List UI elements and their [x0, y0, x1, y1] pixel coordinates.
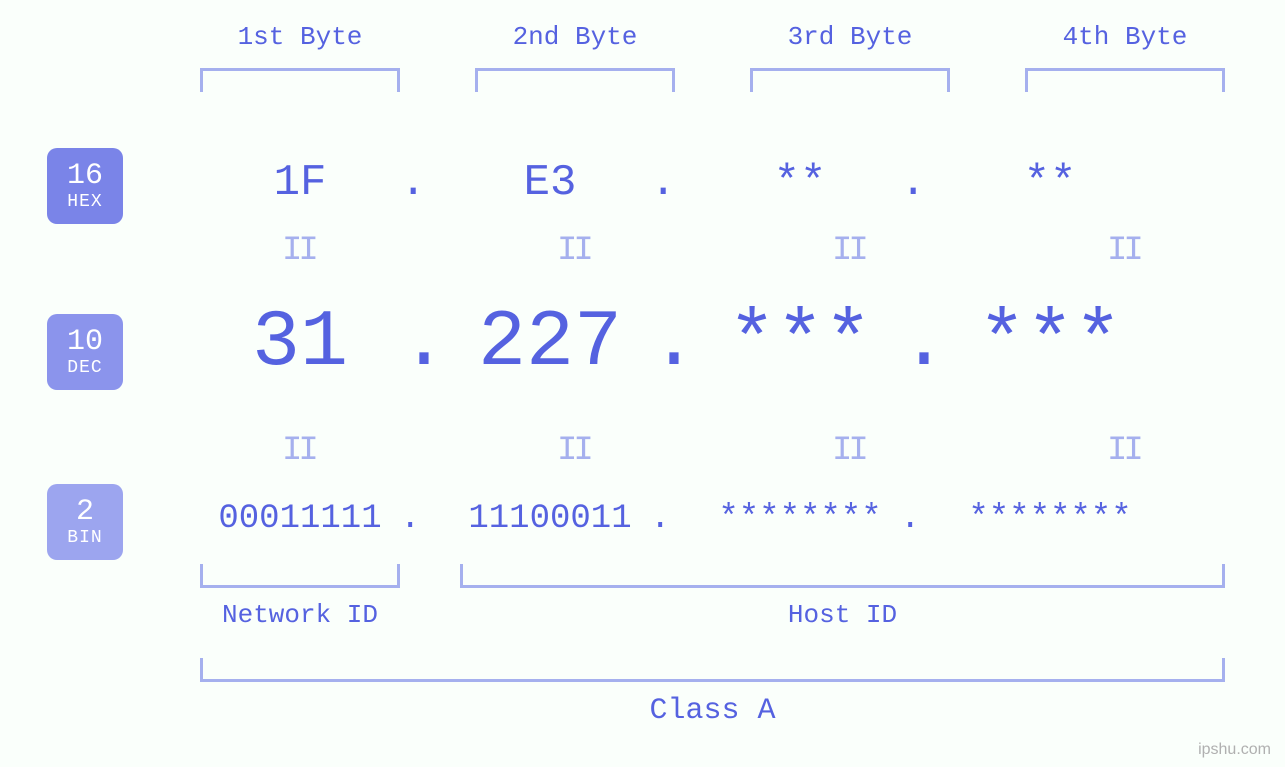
host-id-label: Host ID [460, 600, 1225, 630]
eq-2-4: II [1107, 432, 1140, 470]
bin-byte-4: ******** [925, 500, 1175, 538]
badge-dec-num: 10 [67, 327, 103, 357]
badge-bin-label: BIN [67, 529, 102, 547]
eq-1-4: II [1107, 232, 1140, 270]
network-bracket [200, 564, 400, 588]
badge-hex-label: HEX [67, 193, 102, 211]
bin-byte-3: ******** [675, 500, 925, 538]
bin-byte-2: 11100011 [425, 500, 675, 538]
top-bracket-4 [1025, 68, 1225, 92]
network-id-label: Network ID [175, 600, 425, 630]
eq-1-3: II [832, 232, 865, 270]
badge-dec-label: DEC [67, 359, 102, 377]
dec-byte-1: 31 [175, 298, 425, 389]
eq-2-1: II [282, 432, 315, 470]
host-bracket [460, 564, 1225, 588]
eq-1-1: II [282, 232, 315, 270]
class-bracket [200, 658, 1225, 682]
badge-dec: 10 DEC [47, 314, 123, 390]
top-bracket-1 [200, 68, 400, 92]
dec-byte-3: *** [675, 298, 925, 389]
badge-bin: 2 BIN [47, 484, 123, 560]
hex-row: 1F . E3 . ** . ** [175, 158, 1175, 208]
bin-row: 00011111 . 11100011 . ******** . *******… [175, 500, 1175, 538]
hex-byte-1: 1F [175, 158, 425, 208]
dec-byte-4: *** [925, 298, 1175, 389]
byte-header-1: 1st Byte [175, 22, 425, 52]
badge-bin-num: 2 [76, 497, 94, 527]
hex-byte-3: ** [675, 158, 925, 208]
hex-byte-2: E3 [425, 158, 675, 208]
eq-2-2: II [557, 432, 590, 470]
dec-row: 31 . 227 . *** . *** [175, 298, 1175, 389]
eq-2-3: II [832, 432, 865, 470]
byte-header-4: 4th Byte [1000, 22, 1250, 52]
badge-hex-num: 16 [67, 161, 103, 191]
badge-hex: 16 HEX [47, 148, 123, 224]
watermark: ipshu.com [1198, 741, 1271, 759]
class-label: Class A [200, 694, 1225, 728]
byte-header-3: 3rd Byte [725, 22, 975, 52]
dec-byte-2: 227 [425, 298, 675, 389]
byte-header-2: 2nd Byte [450, 22, 700, 52]
bin-byte-1: 00011111 [175, 500, 425, 538]
top-bracket-3 [750, 68, 950, 92]
eq-1-2: II [557, 232, 590, 270]
top-bracket-2 [475, 68, 675, 92]
hex-byte-4: ** [925, 158, 1175, 208]
